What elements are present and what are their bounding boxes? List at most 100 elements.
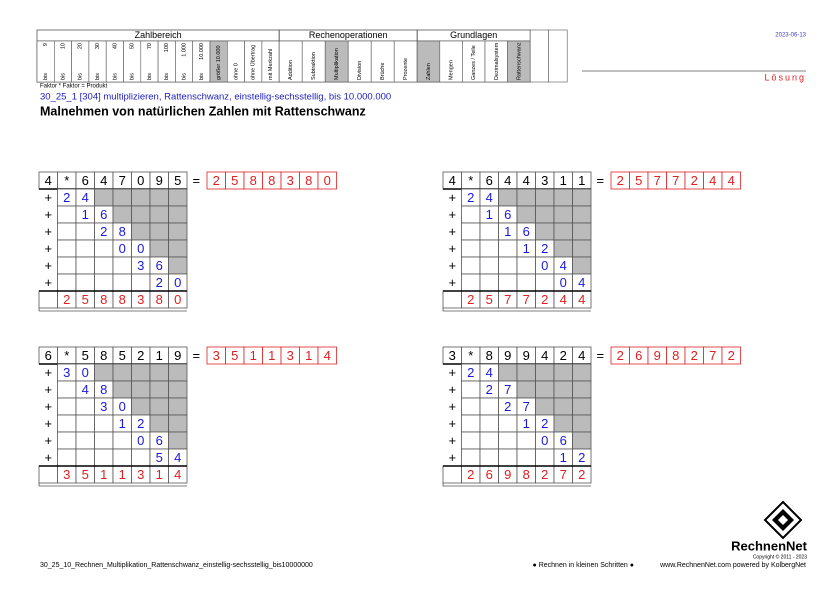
grid-cell [94,256,114,275]
result-digit: 5 [231,173,238,188]
grid-cell [498,448,518,467]
plus-sign: + [44,416,52,431]
final-digit: 7 [560,467,567,482]
partial-digit: 2 [578,450,585,465]
grid-cell [442,290,462,309]
partial-digit: 1 [504,224,511,239]
grid-cell [479,448,499,467]
partial-digit: 1 [82,207,89,222]
grid-cell [498,273,518,292]
grid-cell [149,205,169,224]
partial-digit: 6 [156,433,163,448]
number-digit: 2 [560,348,567,363]
partial-digit: 4 [82,382,89,397]
date: 2023-06-13 [775,33,806,39]
partial-digit: 1 [119,416,126,431]
grid-cell [442,465,462,484]
partial-digit: 2 [541,416,548,431]
column-sub: bis [112,73,118,80]
result-digit: 2 [691,348,698,363]
factor: 3 [449,348,456,363]
brand: RechnenNet [731,538,808,553]
column-sub: bis [78,73,84,80]
grid-cell [572,363,592,382]
grid-cell [479,414,499,433]
column-sub: bis [199,73,205,80]
final-digit: 2 [63,292,70,307]
partial-digit: 1 [523,416,530,431]
result-digit: 7 [709,348,716,363]
result-digit: 4 [709,173,716,188]
grid-cell [131,273,151,292]
plus-sign: + [448,207,456,222]
partial-digit: 7 [504,382,511,397]
result-digit: 8 [250,173,257,188]
grid-cell [461,414,481,433]
number-digit: 4 [578,348,585,363]
group-title: Grundlagen [450,30,497,40]
partial-digit: 6 [100,207,107,222]
grid-cell [75,397,95,416]
grid-cell [553,397,573,416]
partial-digit: 2 [63,190,70,205]
column-label: 9 [43,43,49,46]
grid-cell [572,380,592,399]
partial-digit: 6 [504,207,511,222]
plus-sign: + [44,241,52,256]
result-digit: 1 [250,348,257,363]
final-digit: 7 [523,292,530,307]
final-digit: 3 [137,467,144,482]
footer-site: www.RechnenNet.com powered by KolbergNet [659,562,806,569]
header-column [548,29,568,83]
grid-cell [461,273,481,292]
grid-cell [479,397,499,416]
final-digit: 5 [486,292,493,307]
grid-cell [516,363,536,382]
column-sub: bis [182,73,188,80]
grid-cell [498,431,518,450]
grid-cell [553,239,573,258]
grid-cell [75,414,95,433]
plus-sign: + [448,365,456,380]
grid-cell [75,431,95,450]
plus-sign: + [44,399,52,414]
final-digit: 4 [578,292,585,307]
number-digit: 5 [119,348,126,363]
grid-cell [168,397,188,416]
grid-cell [572,222,592,241]
result-digit: 0 [324,173,331,188]
grid-cell [516,205,536,224]
grid-cell [535,397,555,416]
number-digit: 4 [541,348,548,363]
grid-cell [572,256,592,275]
number-digit: 9 [504,348,511,363]
column-label: größer 10.000 [216,45,222,80]
column-label: 40 [112,43,118,49]
column-label: 100 [164,43,170,52]
partial-digit: 1 [486,207,493,222]
result-digit: 8 [672,348,679,363]
partial-digit: 4 [486,365,493,380]
final-digit: 3 [137,292,144,307]
final-digit: 2 [467,467,474,482]
number-digit: 4 [504,173,511,188]
final-digit: 4 [560,292,567,307]
plus-sign: + [44,258,52,273]
final-digit: 3 [63,467,70,482]
grid-cell [57,239,77,258]
grid-cell [479,222,499,241]
grid-cell [149,222,169,241]
grid-cell [535,188,555,207]
number-digit: 9 [523,348,530,363]
grid-cell [168,205,188,224]
grid-cell [535,380,555,399]
grid-cell [572,414,592,433]
result-digit: 6 [635,348,642,363]
partial-digit: 2 [504,399,511,414]
grid-cell [57,397,77,416]
partial-digit: 3 [137,258,144,273]
number-digit: 8 [486,348,493,363]
column-label: 30 [95,43,101,49]
plus-sign: + [448,382,456,397]
